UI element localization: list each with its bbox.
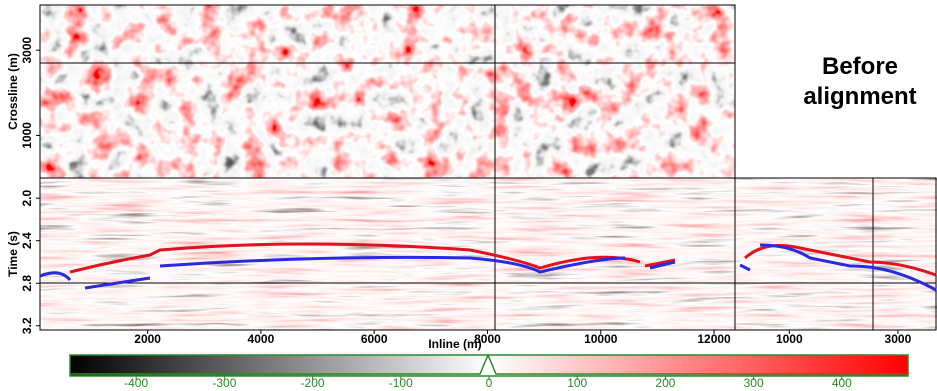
y-axis-label: Crossline (m) bbox=[6, 53, 20, 130]
x-tick-label: -300 bbox=[212, 376, 236, 390]
x-tick-label: -200 bbox=[301, 376, 325, 390]
x-tick-label: 12000 bbox=[697, 332, 731, 346]
x-tick-label: -400 bbox=[124, 376, 148, 390]
inline-section bbox=[40, 178, 735, 330]
y-axis-label: Time (s) bbox=[6, 231, 20, 277]
y-tick-label: 1000 bbox=[20, 122, 34, 149]
x-tick-label: -100 bbox=[389, 376, 413, 390]
x-tick-label: 2000 bbox=[134, 332, 161, 346]
x-tick-label: 6000 bbox=[361, 332, 388, 346]
x-tick-label: 300 bbox=[744, 376, 764, 390]
x-tick-label: 10000 bbox=[584, 332, 618, 346]
panel-note: Before alignment bbox=[803, 53, 917, 110]
x-tick-label: 4000 bbox=[248, 332, 275, 346]
x-tick-label: 0 bbox=[486, 376, 493, 390]
x-axis-label: Inline (m) bbox=[428, 337, 481, 351]
x-tick-label: 1000 bbox=[776, 332, 803, 346]
horizons bbox=[39, 242, 937, 292]
x-tick-label: 200 bbox=[655, 376, 675, 390]
colorbar-histogram bbox=[70, 353, 908, 375]
x-tick-label: 3000 bbox=[885, 332, 912, 346]
y-tick-label: 2.8 bbox=[20, 275, 34, 292]
y-tick-label: 3000 bbox=[20, 36, 34, 63]
x-tick-label: 8000 bbox=[474, 332, 501, 346]
y-tick-label: 3.2 bbox=[20, 317, 34, 334]
y-tick-label: 2.4 bbox=[20, 232, 34, 249]
map-view bbox=[40, 5, 735, 178]
y-tick-label: 2.0 bbox=[20, 190, 34, 207]
x-tick-label: 400 bbox=[832, 376, 852, 390]
frames bbox=[39, 4, 937, 331]
x-tick-label: 100 bbox=[567, 376, 587, 390]
